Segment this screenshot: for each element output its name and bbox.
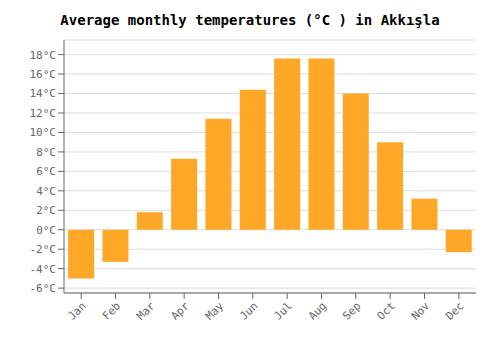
svg-text:14°C: 14°C (30, 87, 57, 100)
svg-text:Nov: Nov (409, 299, 433, 323)
svg-text:18°C: 18°C (30, 49, 57, 62)
svg-text:Oct: Oct (375, 299, 398, 322)
svg-text:10°C: 10°C (30, 126, 57, 139)
svg-text:Jun: Jun (237, 299, 260, 322)
svg-text:May: May (203, 299, 227, 323)
svg-text:Mar: Mar (134, 299, 158, 323)
svg-text:16°C: 16°C (30, 68, 57, 81)
svg-text:0°C: 0°C (36, 224, 56, 237)
html-text:Average monthly temperatures (: Average monthly temperatures (°C ) in Ak… (60, 12, 440, 28)
svg-text:6°C: 6°C (36, 165, 56, 178)
svg-text:Apr: Apr (169, 299, 193, 323)
svg-text:8°C: 8°C (36, 146, 56, 159)
svg-text:12°C: 12°C (30, 107, 57, 120)
svg-text:2°C: 2°C (36, 204, 56, 217)
svg-text:Sep: Sep (340, 299, 363, 322)
svg-text:4°C: 4°C (36, 185, 56, 198)
svg-text:Aug: Aug (306, 299, 329, 322)
svg-text:Feb: Feb (100, 299, 123, 322)
svg-text:Jan: Jan (66, 299, 89, 322)
svg-text:-4°C: -4°C (30, 263, 57, 276)
svg-text:Dec: Dec (443, 299, 466, 322)
svg-text:-6°C: -6°C (30, 282, 57, 295)
svg-text:Jul: Jul (272, 299, 295, 322)
svg-text:-2°C: -2°C (30, 243, 57, 256)
